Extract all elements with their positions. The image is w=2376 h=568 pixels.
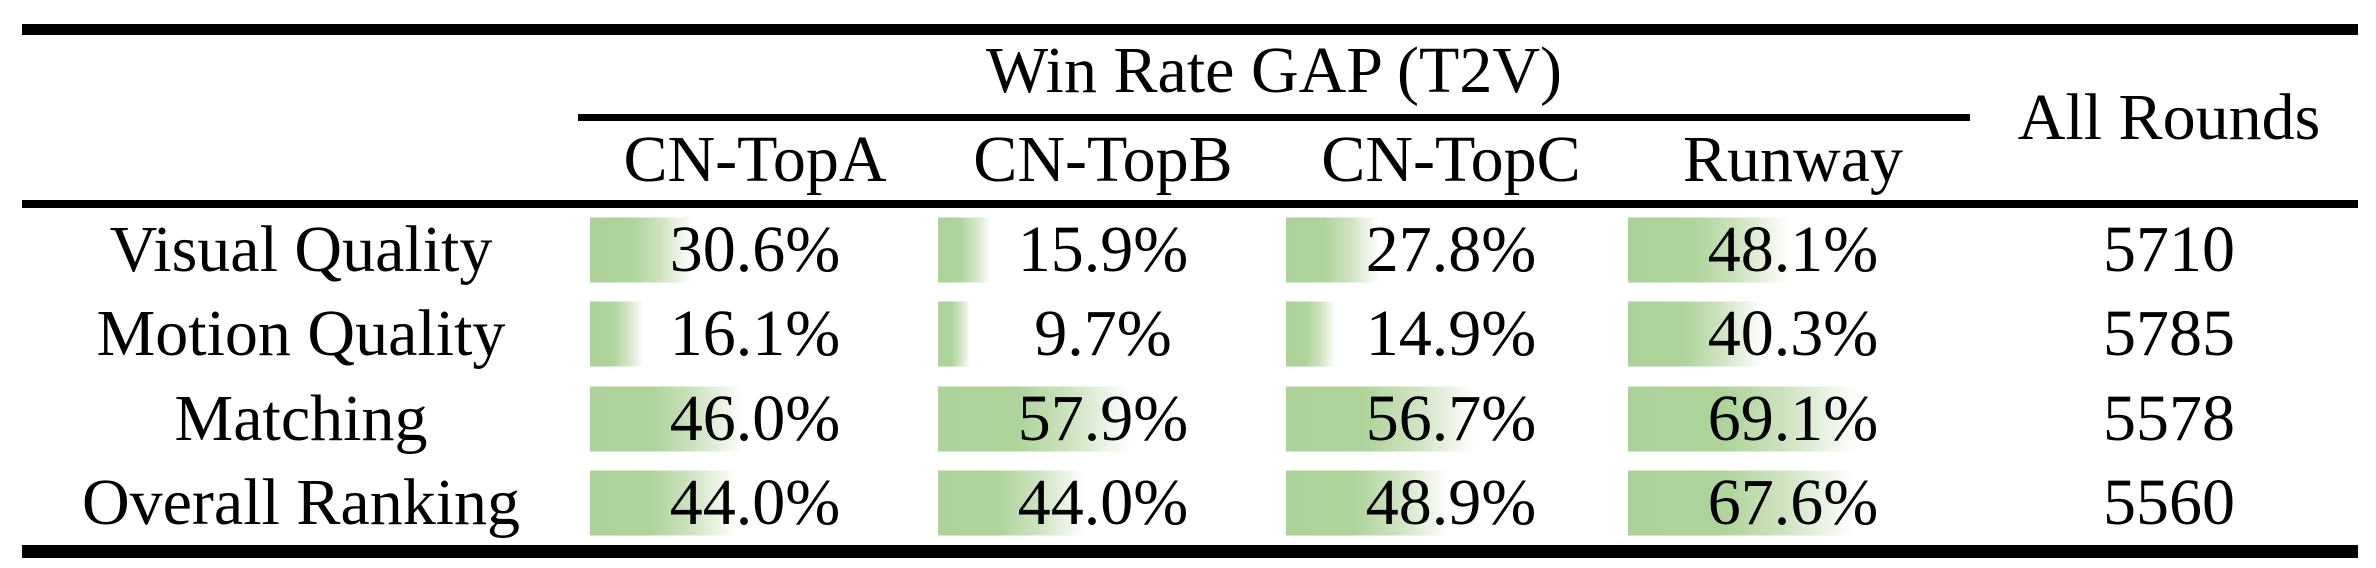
win-rate-value: 40.3%	[1707, 297, 1879, 371]
row-label: Motion Quality	[96, 297, 506, 371]
value-cell: 48.1%	[1628, 208, 1958, 292]
win-rate-value: 9.7%	[1034, 297, 1172, 371]
table-row-overall-ranking: Overall Ranking 44.0% 44.0% 48.9% 67.6% …	[0, 461, 2376, 545]
table-bottom-rule	[22, 545, 2358, 558]
column-header-cn-topb: CN-TopB	[973, 123, 1233, 196]
table-top-rule	[22, 24, 2358, 35]
win-rate-value: 69.1%	[1707, 381, 1879, 455]
column-header-cn-topa: CN-TopA	[623, 123, 887, 196]
value-cell: 30.6%	[590, 208, 920, 292]
win-rate-bar	[1286, 470, 1448, 536]
value-cell: 48.9%	[1286, 461, 1616, 545]
win-rate-bar	[1286, 386, 1474, 452]
win-rate-value: 46.0%	[669, 381, 841, 455]
value-cell: 44.0%	[938, 461, 1268, 545]
win-rate-bar	[1628, 386, 1857, 452]
value-cell: 27.8%	[1286, 208, 1616, 292]
win-rate-bar	[938, 217, 991, 283]
win-rate-bar	[1286, 217, 1378, 283]
win-rate-value: 44.0%	[669, 465, 841, 539]
all-rounds-value: 5785	[2103, 297, 2235, 371]
all-rounds-value: 5560	[2103, 465, 2235, 539]
column-header-cn-topc: CN-TopC	[1321, 123, 1581, 196]
table-row-visual-quality: Visual Quality 30.6% 15.9% 27.8% 48.1% 5…	[0, 208, 2376, 292]
win-rate-bar	[1628, 301, 1761, 367]
column-header-runway: Runway	[1683, 123, 1903, 196]
win-rate-value: 14.9%	[1365, 297, 1537, 371]
table-row-matching: Matching 46.0% 57.9% 56.7% 69.1% 5578	[0, 377, 2376, 461]
all-rounds-value: 5578	[2103, 381, 2235, 455]
value-cell: 67.6%	[1628, 461, 1958, 545]
value-cell: 40.3%	[1628, 292, 1958, 376]
win-rate-value: 48.1%	[1707, 213, 1879, 287]
all-rounds-value: 5710	[2103, 213, 2235, 287]
value-cell: 16.1%	[590, 292, 920, 376]
win-rate-value: 48.9%	[1365, 465, 1537, 539]
value-cell: 69.1%	[1628, 377, 1958, 461]
value-cell: 46.0%	[590, 377, 920, 461]
win-rate-bar	[590, 217, 691, 283]
column-header-all-rounds: All Rounds	[2017, 80, 2321, 154]
win-rate-bar	[590, 301, 644, 367]
value-cell: 14.9%	[1286, 292, 1616, 376]
win-rate-bar	[938, 386, 1130, 452]
group-header-underline-rule	[578, 114, 1970, 121]
value-cell: 15.9%	[938, 208, 1268, 292]
value-cell: 56.7%	[1286, 377, 1616, 461]
win-rate-value: 44.0%	[1017, 465, 1189, 539]
win-rate-bar	[590, 470, 736, 536]
row-label: Overall Ranking	[81, 465, 521, 539]
win-rate-value: 67.6%	[1707, 465, 1879, 539]
table-body: Visual Quality 30.6% 15.9% 27.8% 48.1% 5…	[0, 208, 2376, 545]
value-cell: 57.9%	[938, 377, 1268, 461]
win-rate-bar	[938, 470, 1084, 536]
table-row-motion-quality: Motion Quality 16.1% 9.7% 14.9% 40.3% 57…	[0, 292, 2376, 376]
win-rate-bar	[938, 301, 970, 367]
win-rate-value: 56.7%	[1365, 381, 1537, 455]
win-rate-value: 15.9%	[1017, 213, 1189, 287]
win-rate-bar	[1628, 470, 1852, 536]
win-rate-value: 30.6%	[669, 213, 841, 287]
row-label: Visual Quality	[109, 213, 493, 287]
win-rate-bar	[1628, 217, 1787, 283]
win-rate-bar	[590, 386, 742, 452]
header-bottom-rule	[22, 200, 2358, 208]
win-rate-bar	[1286, 301, 1336, 367]
win-rate-value: 16.1%	[669, 297, 841, 371]
row-label: Matching	[174, 381, 428, 455]
group-header-win-rate-gap: Win Rate GAP (T2V)	[986, 34, 1562, 107]
win-rate-value: 57.9%	[1017, 381, 1189, 455]
value-cell: 44.0%	[590, 461, 920, 545]
win-rate-value: 27.8%	[1365, 213, 1537, 287]
value-cell: 9.7%	[938, 292, 1268, 376]
